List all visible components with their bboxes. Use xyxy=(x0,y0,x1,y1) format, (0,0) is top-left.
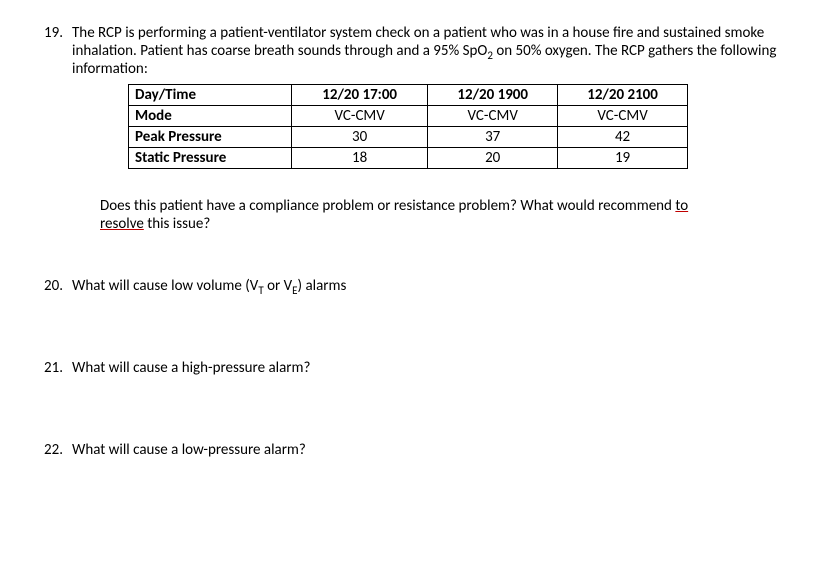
row-label: Static Pressure xyxy=(129,148,292,169)
followup-u1: to xyxy=(675,197,688,215)
followup-u2: resolve xyxy=(100,215,144,233)
q20-text-c: ) alarms xyxy=(298,277,347,295)
question-number: 22. xyxy=(44,441,72,459)
cell: VC-CMV xyxy=(558,106,688,127)
row-label: Mode xyxy=(129,106,292,127)
q19-followup: Does this patient have a compliance prob… xyxy=(100,197,784,233)
cell: VC-CMV xyxy=(292,106,428,127)
question-22: 22. What will cause a low-pressure alarm… xyxy=(44,441,784,459)
question-body: The RCP is performing a patient-ventilat… xyxy=(72,24,784,233)
cell: 18 xyxy=(292,148,428,169)
header-col2: 12/20 1900 xyxy=(428,85,558,106)
header-col3: 12/20 2100 xyxy=(558,85,688,106)
question-number: 21. xyxy=(44,359,72,377)
header-col1: 12/20 17:00 xyxy=(292,85,428,106)
table-header-row: Day/Time 12/20 17:00 12/20 1900 12/20 21… xyxy=(129,85,688,106)
cell: 37 xyxy=(428,127,558,148)
q20-text-b: or V xyxy=(264,277,292,295)
q20-text-a: What will cause low volume (V xyxy=(72,277,258,295)
question-19: 19. The RCP is performing a patient-vent… xyxy=(44,24,784,233)
table-row: Mode VC-CMV VC-CMV VC-CMV xyxy=(129,106,688,127)
cell: 20 xyxy=(428,148,558,169)
question-20: 20. What will cause low volume (VT or VE… xyxy=(44,277,784,295)
question-body: What will cause low volume (VT or VE) al… xyxy=(72,277,784,295)
question-number: 20. xyxy=(44,277,72,295)
table-row: Static Pressure 18 20 19 xyxy=(129,148,688,169)
ventilator-data-table: Day/Time 12/20 17:00 12/20 1900 12/20 21… xyxy=(128,84,688,169)
cell: 19 xyxy=(558,148,688,169)
cell: 30 xyxy=(292,127,428,148)
document-page: 19. The RCP is performing a patient-vent… xyxy=(0,0,828,459)
followup-c: this issue? xyxy=(144,215,210,233)
question-body: What will cause a low-pressure alarm? xyxy=(72,441,784,459)
question-21: 21. What will cause a high-pressure alar… xyxy=(44,359,784,377)
cell: 42 xyxy=(558,127,688,148)
cell: VC-CMV xyxy=(428,106,558,127)
row-label: Peak Pressure xyxy=(129,127,292,148)
followup-a: Does this patient have a compliance prob… xyxy=(100,197,675,215)
question-number: 19. xyxy=(44,24,72,233)
question-body: What will cause a high-pressure alarm? xyxy=(72,359,784,377)
data-table-wrap: Day/Time 12/20 17:00 12/20 1900 12/20 21… xyxy=(128,84,688,169)
header-daytime: Day/Time xyxy=(129,85,292,106)
table-row: Peak Pressure 30 37 42 xyxy=(129,127,688,148)
